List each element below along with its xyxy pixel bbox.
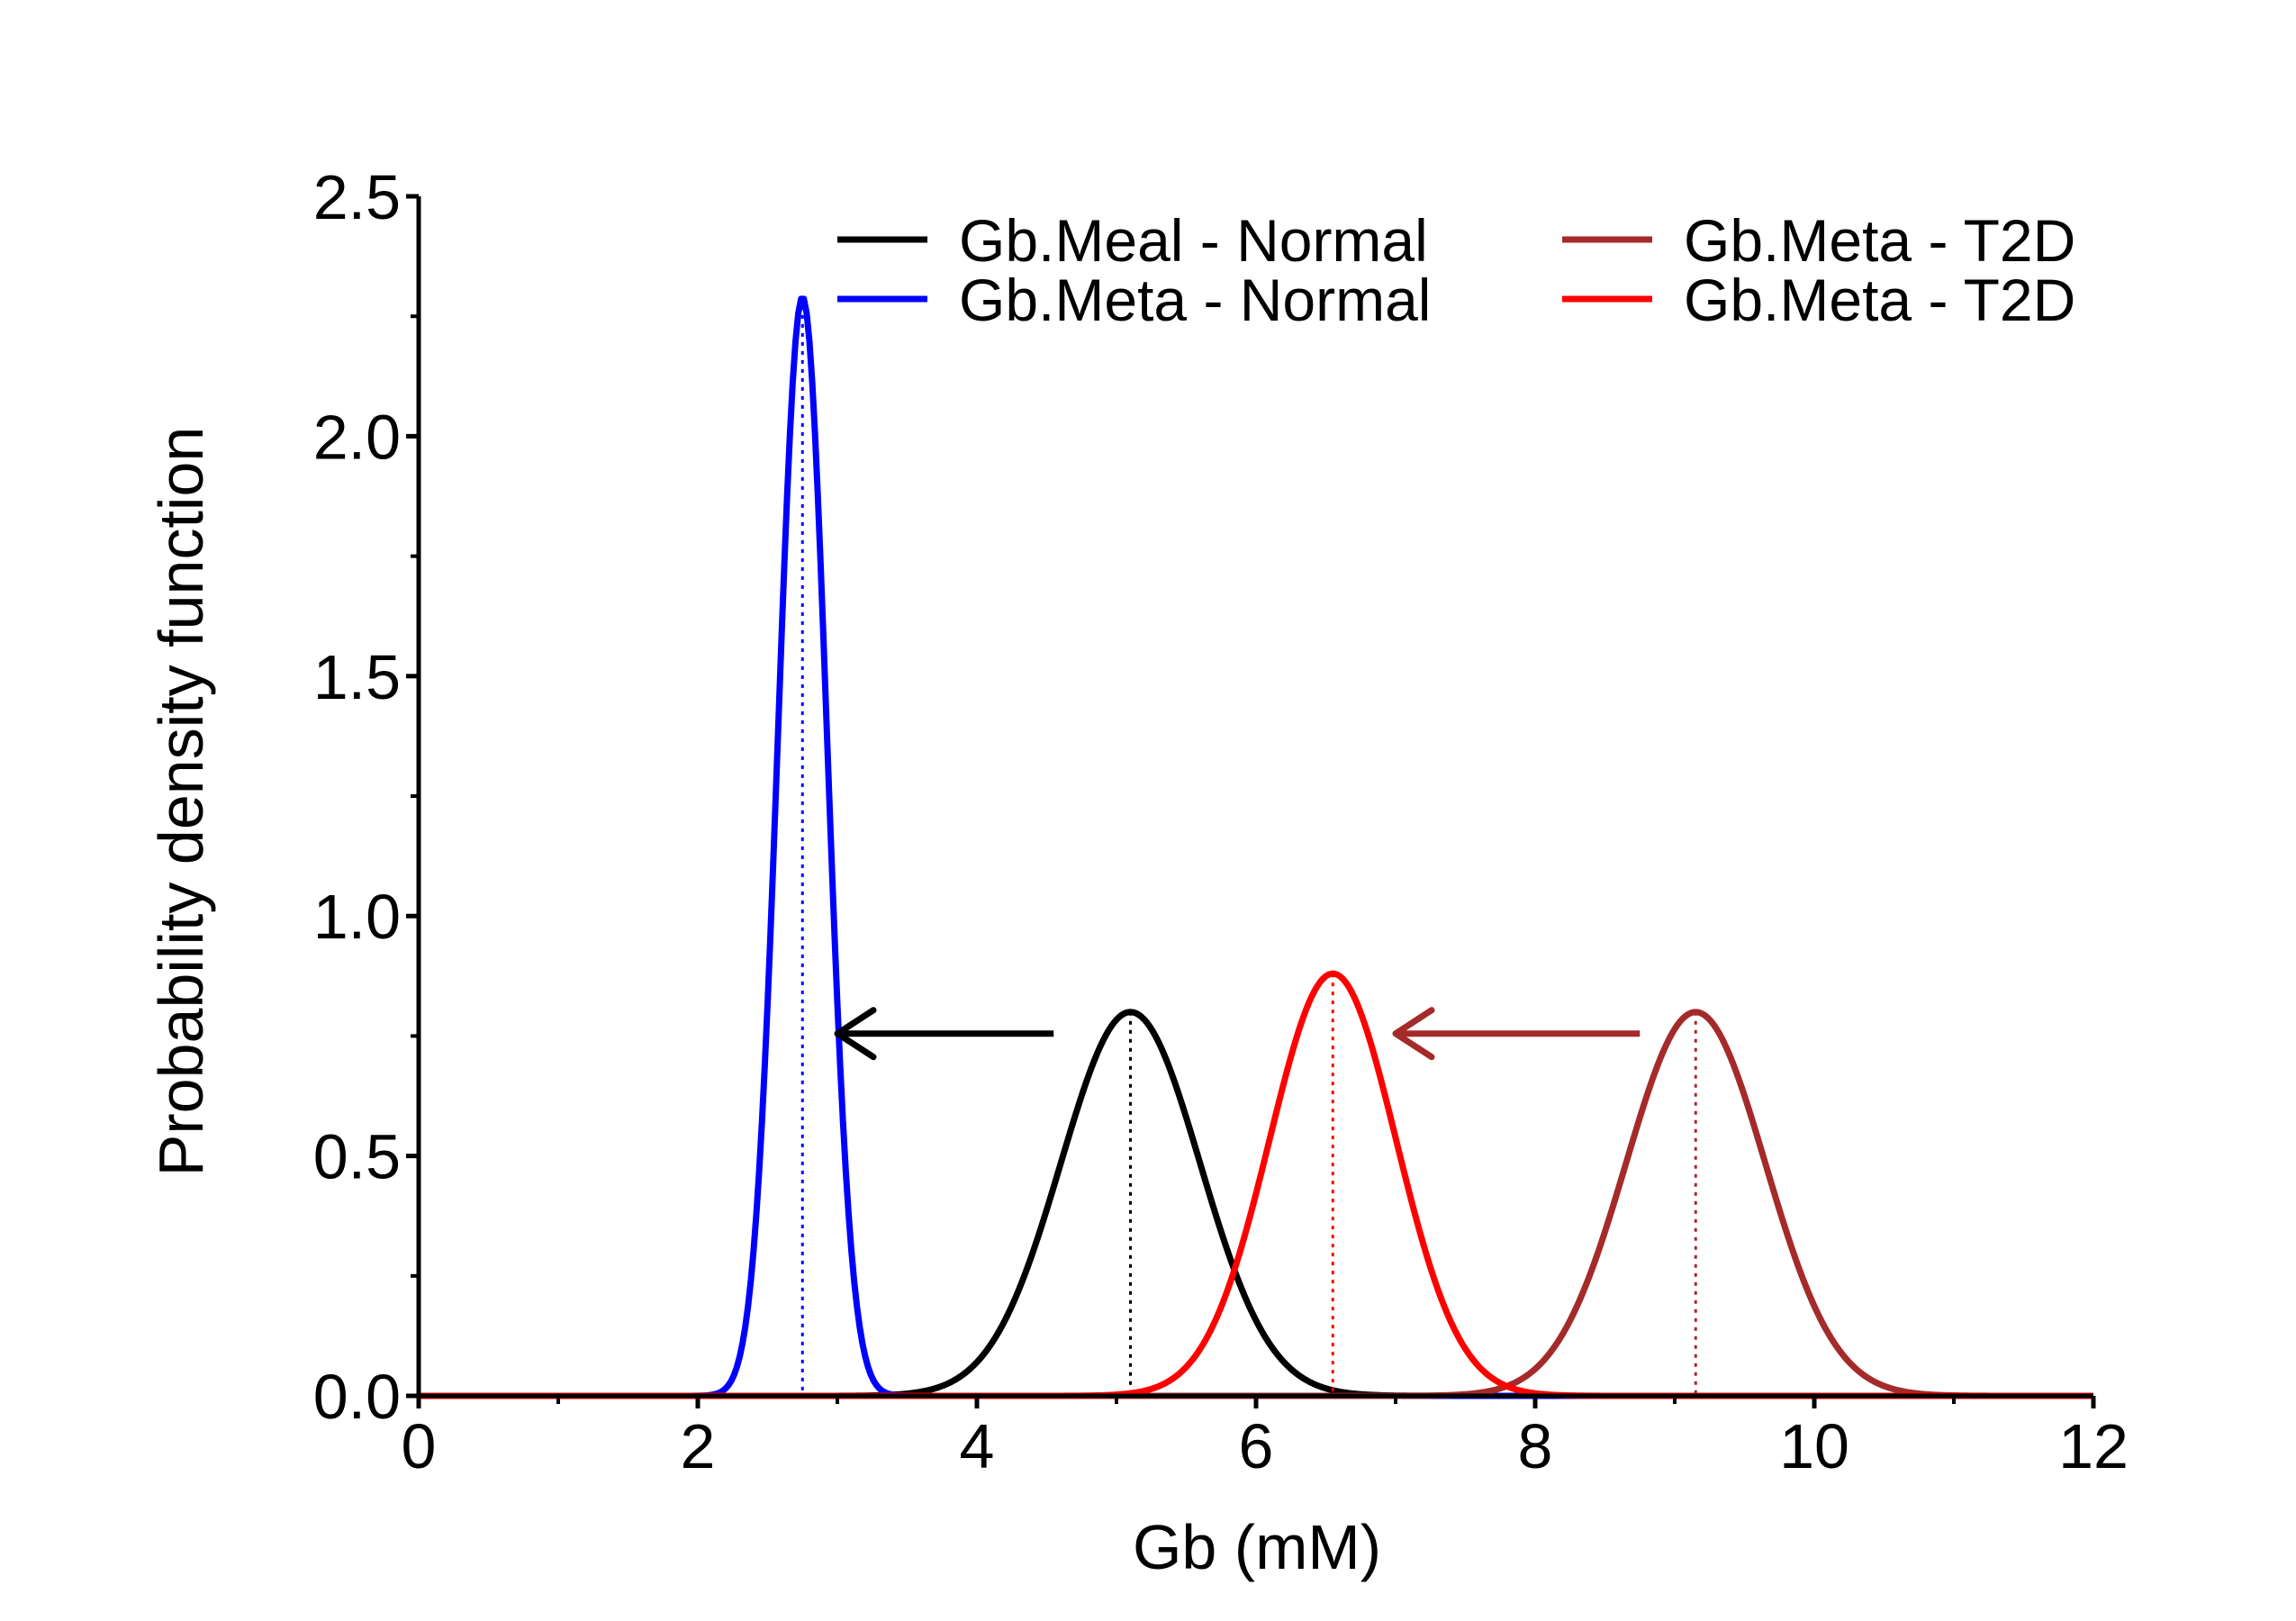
legend-label-3: Gb.Meta - T2D: [1684, 207, 2075, 274]
arrow-head-1: [834, 1007, 877, 1061]
legend-label-1: Gb.Meal - Normal: [959, 207, 1428, 274]
x-axis-title: Gb (mM): [1133, 1512, 1381, 1582]
arrow-2: [1392, 1007, 1641, 1061]
legend-entry-3: Gb.Meta - T2D: [1562, 207, 2075, 274]
y-tick-label-1: 0.5: [313, 1122, 401, 1192]
legend-label-4: Gb.Meta - T2D: [1684, 267, 2075, 333]
y-tick-label-4: 2.0: [313, 402, 401, 472]
legend-label-2: Gb.Meta - Normal: [959, 267, 1431, 333]
x-tick-label-1: 2: [681, 1411, 716, 1481]
legend-entry-2: Gb.Meta - Normal: [837, 267, 1431, 333]
series-layer: [418, 295, 2094, 1399]
x-tick-label-4: 8: [1518, 1411, 1553, 1481]
y-axis-title: Probability density function: [146, 427, 216, 1177]
legend-entry-1: Gb.Meal - Normal: [837, 207, 1428, 274]
arrow-1: [834, 1007, 1054, 1061]
arrow-head-2: [1392, 1007, 1435, 1061]
annotation-layer: [834, 1007, 1641, 1061]
series-line-2: [418, 295, 2094, 1399]
axes: 0 2 4 6 8 10 12 0.0 0.5 1.0 1.5 2.0 2.5: [313, 162, 2129, 1481]
x-tick-label-5: 10: [1779, 1411, 1849, 1481]
legend-entry-4: Gb.Meta - T2D: [1562, 267, 2075, 333]
y-tick-label-3: 1.5: [313, 642, 401, 712]
y-tick-label-5: 2.5: [313, 162, 401, 232]
series-line-4: [418, 970, 2094, 1399]
x-tick-label-2: 4: [960, 1411, 995, 1481]
x-tick-label-0: 0: [402, 1411, 437, 1481]
y-tick-label-0: 0.0: [313, 1362, 401, 1432]
y-tick-label-2: 1.0: [313, 882, 401, 952]
x-tick-label-6: 12: [2058, 1411, 2129, 1481]
x-tick-label-3: 6: [1239, 1411, 1274, 1481]
